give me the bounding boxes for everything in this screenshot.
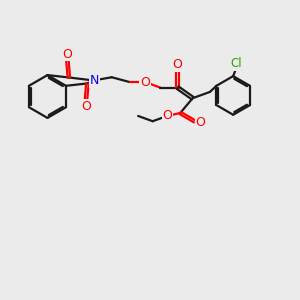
Text: Cl: Cl [230, 57, 242, 70]
Text: O: O [62, 48, 72, 61]
Text: N: N [90, 74, 100, 87]
Text: O: O [196, 116, 206, 129]
Text: O: O [81, 100, 91, 113]
Text: O: O [172, 58, 182, 71]
Text: O: O [140, 76, 150, 88]
Text: O: O [162, 110, 172, 122]
